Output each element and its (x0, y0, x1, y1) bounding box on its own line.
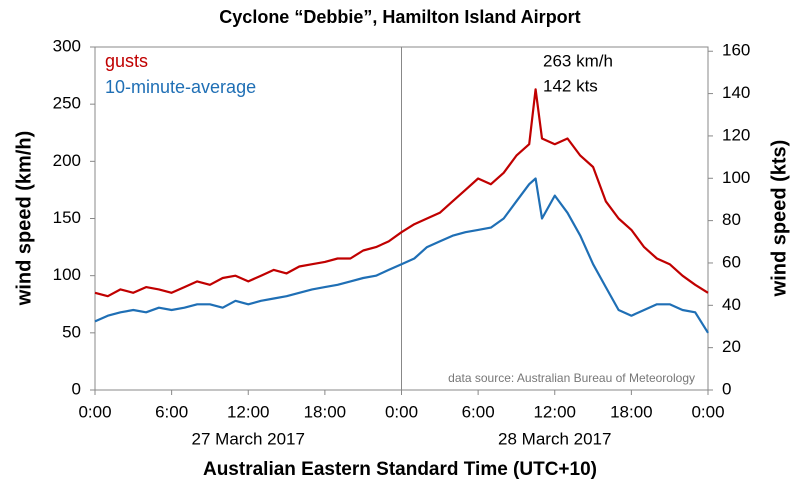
y-tick-label: 50 (62, 322, 81, 341)
y2-tick-label: 20 (722, 337, 741, 356)
x-tick-label: 6:00 (155, 402, 188, 421)
y-axis-title: wind speed (km/h) (13, 131, 35, 306)
x-tick-label: 0:00 (78, 402, 111, 421)
y-tick-label: 150 (53, 208, 81, 227)
x-tick-label: 0:00 (385, 402, 418, 421)
series-line (94, 177, 709, 334)
annotation: 263 km/h (543, 51, 613, 70)
legend-label: 10-minute-average (105, 77, 256, 97)
chart-title: Cyclone “Debbie”, Hamilton Island Airpor… (219, 7, 580, 27)
y2-tick-label: 100 (722, 168, 750, 187)
y2-tick-label: 40 (722, 295, 741, 314)
x-group-label: 27 March 2017 (192, 429, 305, 448)
y-tick-label: 100 (53, 265, 81, 284)
y2-tick-label: 0 (722, 379, 731, 398)
y-tick-label: 0 (72, 379, 81, 398)
y2-tick-label: 140 (722, 83, 750, 102)
x-group-label: 28 March 2017 (498, 429, 611, 448)
y2-axis-title: wind speed (kts) (768, 140, 790, 298)
x-tick-label: 18:00 (610, 402, 653, 421)
series-line (94, 88, 709, 298)
x-tick-label: 12:00 (227, 402, 270, 421)
legend-label: gusts (105, 51, 148, 71)
annotation: data source: Australian Bureau of Meteor… (448, 371, 695, 385)
y-tick-label: 300 (53, 36, 81, 55)
x-axis-title: Australian Eastern Standard Time (UTC+10… (203, 459, 597, 480)
y2-tick-label: 80 (722, 210, 741, 229)
y2-tick-label: 160 (722, 41, 750, 60)
y-tick-label: 200 (53, 151, 81, 170)
x-tick-label: 18:00 (304, 402, 347, 421)
x-tick-label: 6:00 (462, 402, 495, 421)
y2-tick-label: 120 (722, 125, 750, 144)
x-tick-label: 0:00 (691, 402, 724, 421)
x-tick-label: 12:00 (533, 402, 576, 421)
annotation: 142 kts (543, 76, 598, 95)
y-tick-label: 250 (53, 94, 81, 113)
y2-tick-label: 60 (722, 252, 741, 271)
